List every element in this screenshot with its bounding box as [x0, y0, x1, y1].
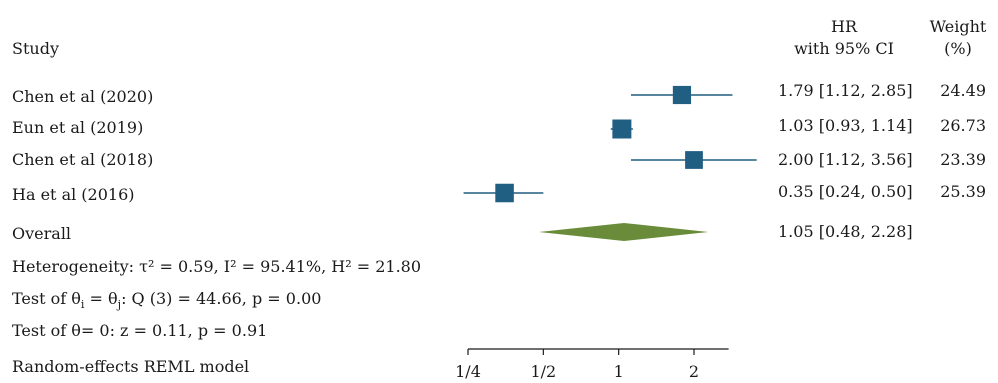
study-label: Ha et al (2016)	[12, 185, 135, 204]
overall-label: Overall	[12, 224, 72, 243]
study-marker	[672, 85, 692, 105]
model-note: Random-effects REML model	[12, 357, 250, 376]
study-label: Chen et al (2018)	[12, 150, 154, 169]
study-effect-ci: 0.35 [0.24, 0.50]	[778, 182, 913, 201]
study-marker	[685, 151, 703, 169]
weight-column-header-line1: Weight	[929, 17, 987, 36]
study-weight: 26.73	[940, 116, 986, 135]
study-effect-ci: 2.00 [1.12, 3.56]	[778, 150, 913, 169]
hr-column-header-line1: HR	[831, 17, 857, 36]
weight-column-header-line2: (%)	[944, 39, 972, 58]
study-column-header: Study	[12, 39, 59, 58]
study-weight: 24.49	[940, 81, 986, 100]
study-marker	[495, 183, 514, 203]
hr-column-header-line2: with 95% CI	[794, 39, 894, 58]
x-tick-label: 2	[689, 362, 699, 381]
study-weight: 23.39	[940, 150, 986, 169]
overall-effect-test: Test of θ= 0: z = 0.11, p = 0.91	[12, 321, 268, 340]
study-label: Eun et al (2019)	[12, 118, 144, 137]
study-effect-ci: 1.79 [1.12, 2.85]	[778, 81, 913, 100]
heterogeneity-stats: Heterogeneity: τ² = 0.59, I² = 95.41%, H…	[12, 257, 422, 276]
overall-diamond	[538, 223, 709, 241]
x-tick-label: 1	[614, 362, 624, 381]
x-tick-label: 1/4	[455, 362, 481, 381]
study-label: Chen et al (2020)	[12, 87, 154, 106]
homogeneity-test: Test of θi = θj: Q (3) = 44.66, p = 0.00	[12, 289, 322, 312]
overall-effect-ci: 1.05 [0.48, 2.28]	[778, 222, 913, 241]
study-weight: 25.39	[940, 182, 986, 201]
study-marker	[612, 119, 632, 139]
x-tick-label: 1/2	[530, 362, 556, 381]
study-effect-ci: 1.03 [0.93, 1.14]	[778, 116, 913, 135]
